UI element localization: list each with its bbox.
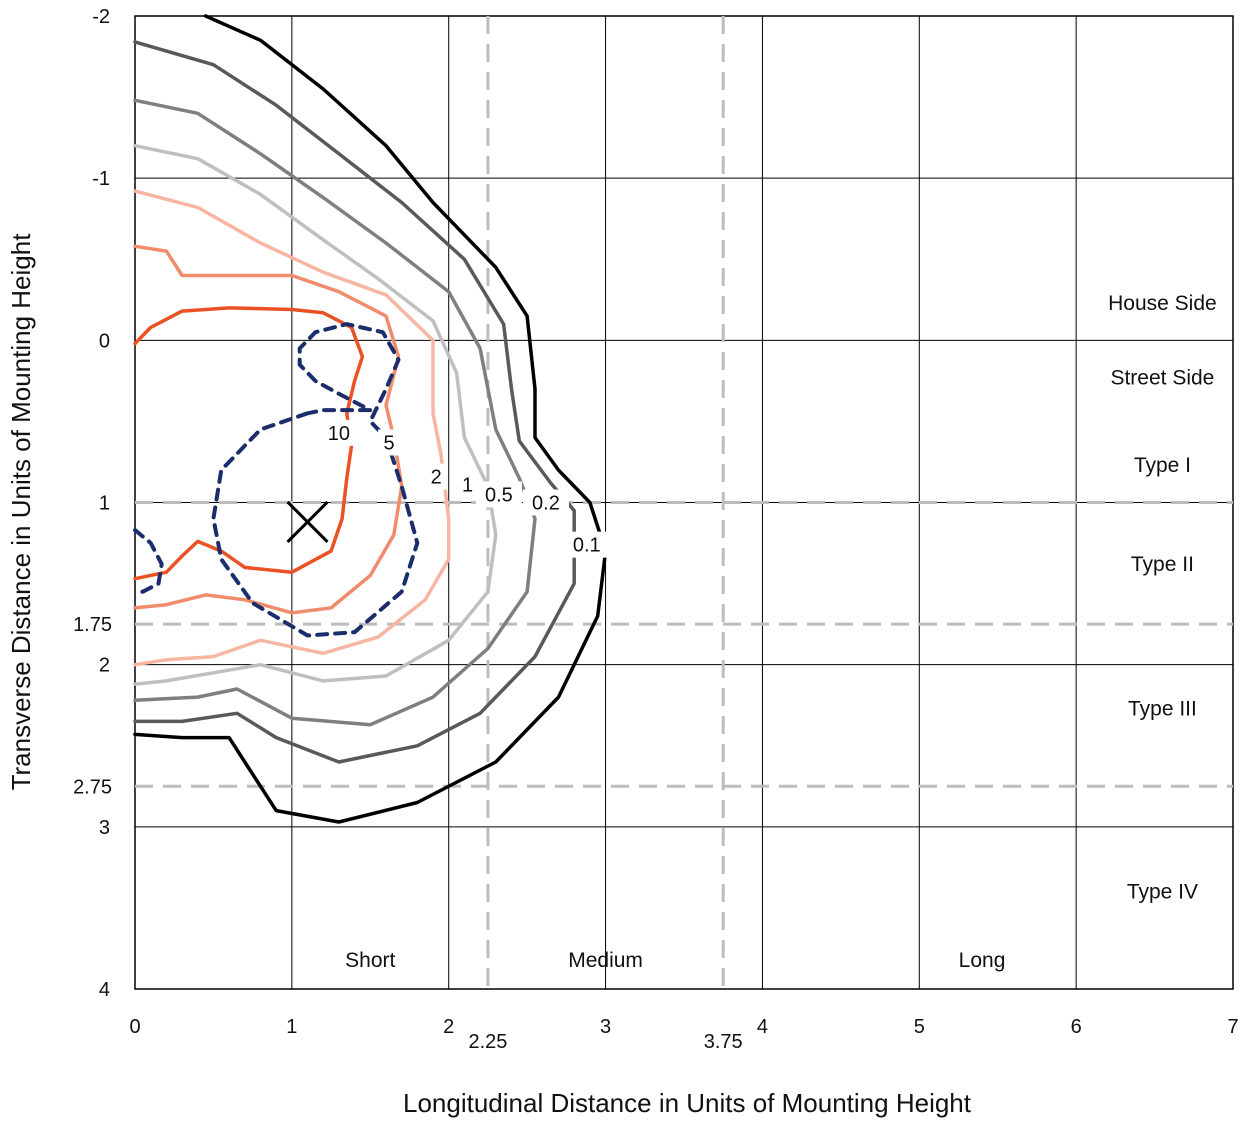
x-axis-label: Longitudinal Distance in Units of Mounti…	[403, 1088, 972, 1118]
contour-label: 0.5	[485, 484, 513, 506]
y-tick-label: 1	[99, 493, 110, 515]
x-tick-label: 0	[129, 1016, 140, 1038]
y-tick-label-extra: 2.75	[73, 776, 112, 798]
marker-x-stroke	[286, 500, 329, 544]
y-axis-label: Transverse Distance in Units of Mounting…	[6, 233, 36, 791]
x-tick-label: 5	[914, 1016, 925, 1038]
region-label: Type II	[1131, 553, 1194, 576]
region-label: Long	[959, 949, 1006, 972]
contour-label-box	[378, 429, 401, 456]
contour-label-box	[522, 489, 569, 516]
contour-label: 5	[384, 432, 395, 454]
y-tick-label: 4	[99, 979, 110, 1001]
contour-label-box	[425, 463, 448, 490]
contour-label-box	[475, 481, 522, 508]
contour-line-dashed	[211, 322, 420, 638]
y-tick-label-extra: 1.75	[73, 614, 112, 636]
x-tick-label: 1	[286, 1016, 297, 1038]
region-label: Type III	[1128, 697, 1197, 720]
contour-label: 2	[431, 467, 442, 489]
y-tick-label: 2	[99, 655, 110, 677]
y-tick-label: -2	[92, 6, 110, 28]
x-tick-label: 4	[757, 1016, 768, 1038]
contour-line-2	[133, 189, 451, 667]
region-label: Type I	[1134, 454, 1191, 477]
region-label: Street Side	[1110, 367, 1214, 390]
contour-line-1	[133, 143, 498, 686]
x-tick-label: 7	[1227, 1016, 1238, 1038]
y-tick-label: -1	[92, 168, 110, 190]
contour-label-box	[321, 419, 356, 446]
x-tick-label: 3	[600, 1016, 611, 1038]
contour-label: 10	[328, 423, 350, 445]
region-label: Short	[345, 949, 395, 972]
y-tick-label: 3	[99, 817, 110, 839]
x-tick-label: 2	[443, 1016, 454, 1038]
x-tick-label-extra: 2.25	[468, 1031, 507, 1053]
region-label: House Side	[1108, 292, 1217, 315]
contour-label: 0.1	[573, 535, 601, 557]
contour-label: 0.2	[532, 493, 560, 515]
region-label: Type IV	[1127, 881, 1198, 904]
x-tick-label-extra: 3.75	[704, 1031, 743, 1053]
x-tick-label: 6	[1071, 1016, 1082, 1038]
marker-layer	[286, 500, 329, 544]
contour-label-box	[563, 531, 610, 558]
contour-line-0.1	[133, 14, 608, 824]
region-labels: House Side Street Side Type I Type II Type I…	[345, 292, 1217, 972]
contour-label-box	[456, 471, 479, 498]
contour-line-dashed	[133, 528, 164, 594]
region-label: Medium	[568, 949, 643, 972]
y-tick-label: 0	[99, 330, 110, 352]
contour-label: 1	[462, 475, 473, 497]
contour-labels: 0.1 0.2 0.5 12 5 10	[321, 419, 610, 558]
